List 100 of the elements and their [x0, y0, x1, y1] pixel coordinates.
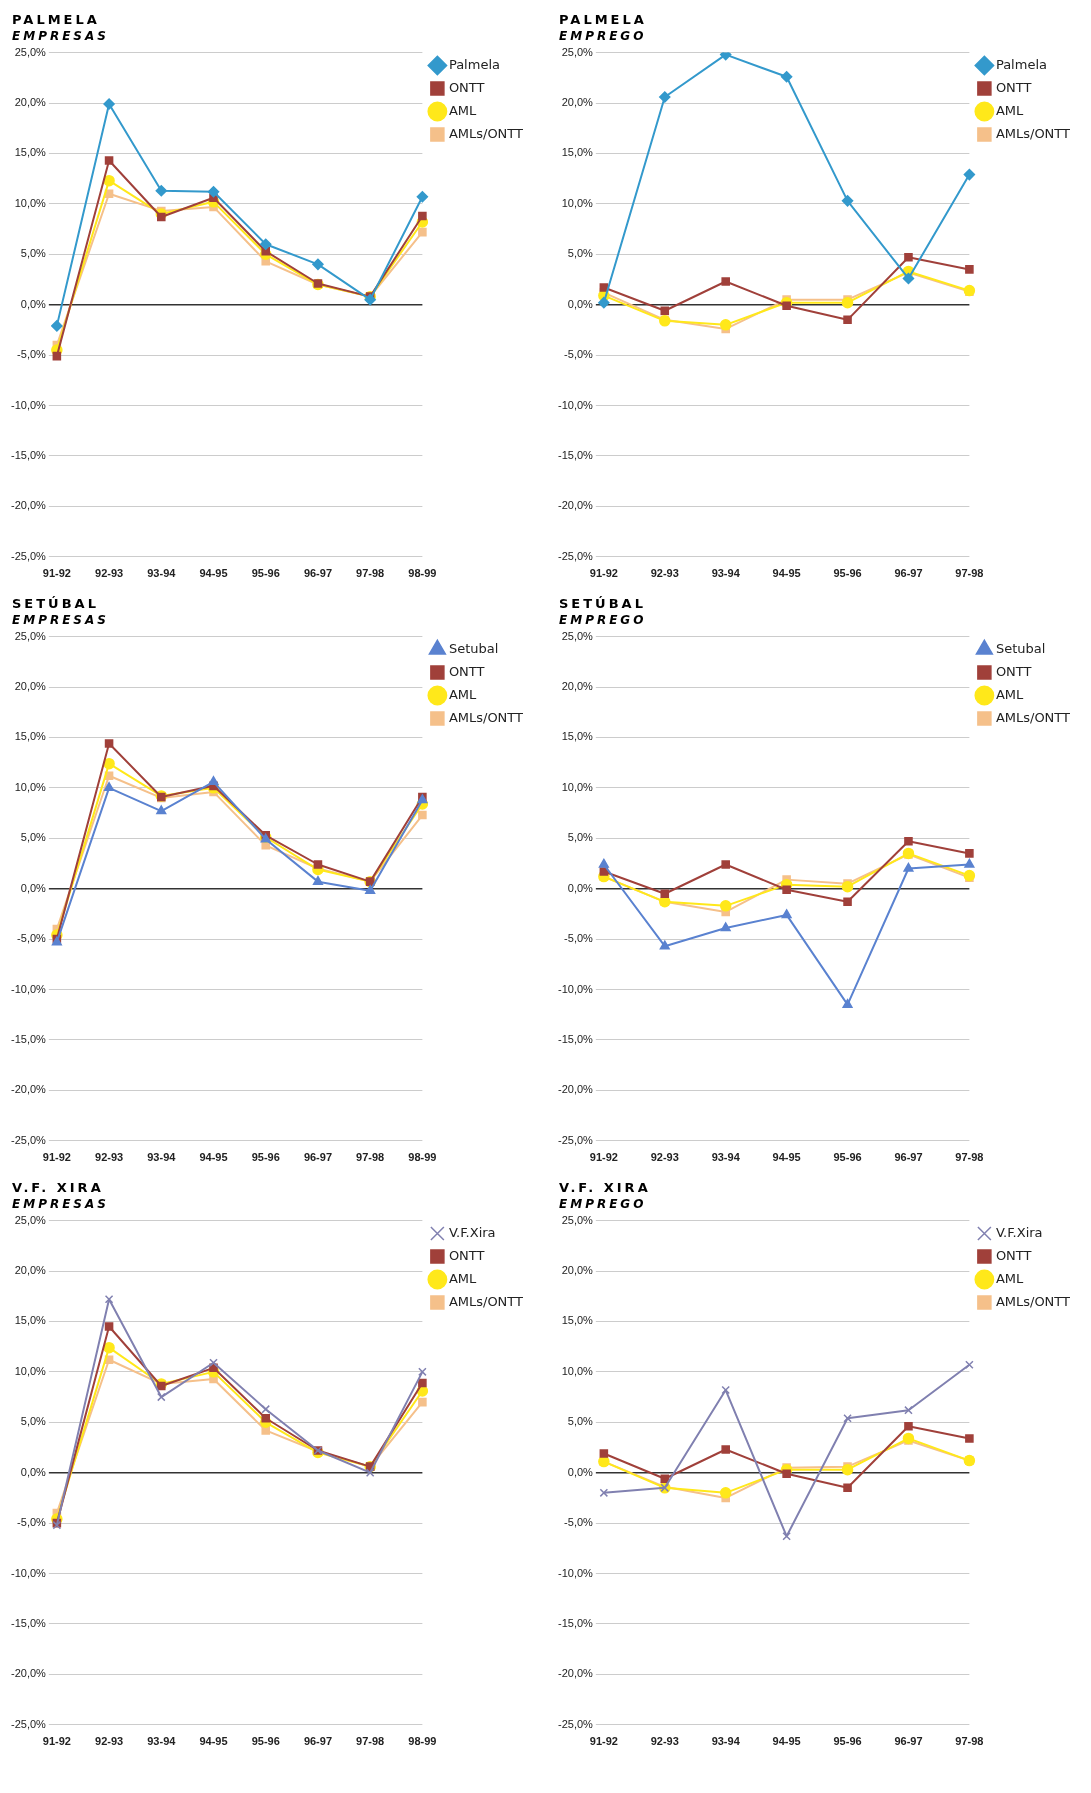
chart-subtitle: EMPRESAS — [12, 1197, 110, 1211]
x-tick-label: 93-94 — [147, 1151, 177, 1164]
y-tick-label: 20,0% — [561, 680, 594, 693]
y-tick-label: -5,0% — [564, 932, 594, 945]
y-tick-label: -15,0% — [557, 1032, 594, 1045]
legend-label: AMLs/ONTT — [995, 709, 1071, 725]
y-tick-label: -15,0% — [10, 448, 47, 461]
x-tick-label: 96-97 — [303, 567, 333, 580]
x-tick-label: 98-99 — [408, 1151, 437, 1164]
x-tick-label: 91-92 — [589, 567, 618, 580]
legend-label: AMLs/ONTT — [995, 125, 1071, 141]
y-tick-label: -5,0% — [17, 348, 47, 361]
y-tick-label: 25,0% — [561, 45, 594, 58]
y-tick-label: 0,0% — [20, 881, 47, 894]
y-tick-label: 25,0% — [14, 629, 47, 642]
y-tick-label: -15,0% — [10, 1032, 47, 1045]
y-tick-label: -20,0% — [557, 499, 594, 512]
chart-subtitle: EMPREGO — [559, 613, 648, 627]
x-tick-label: 97-98 — [356, 1735, 385, 1748]
y-tick-label: 15,0% — [561, 146, 594, 159]
x-tick-label: 96-97 — [894, 567, 923, 580]
chart-title: PALMELA — [12, 12, 101, 27]
legend-label: AML — [448, 102, 477, 118]
y-tick-label: 25,0% — [14, 45, 47, 58]
x-tick-label: 94-95 — [772, 1151, 801, 1164]
y-tick-label: -25,0% — [557, 549, 594, 562]
x-tick-label: 93-94 — [147, 1735, 177, 1748]
y-tick-label: 5,0% — [567, 831, 594, 844]
y-tick-label: -20,0% — [10, 499, 47, 512]
y-tick-label: -15,0% — [557, 448, 594, 461]
y-tick-label: -5,0% — [17, 1516, 47, 1529]
x-tick-label: 92-93 — [95, 567, 124, 580]
x-tick-label: 97-98 — [955, 1735, 984, 1748]
y-tick-label: 5,0% — [567, 1415, 594, 1428]
legend-label: Palmela — [448, 56, 500, 72]
chart-title: V.F. XIRA — [559, 1180, 652, 1195]
legend-label: Setubal — [448, 640, 499, 656]
x-tick-label: 94-95 — [772, 1735, 801, 1748]
legend-label: AML — [995, 686, 1024, 702]
legend-label: ONTT — [995, 663, 1032, 679]
x-tick-label: 93-94 — [711, 1735, 741, 1748]
y-tick-label: 10,0% — [561, 1364, 594, 1377]
y-tick-label: 10,0% — [14, 780, 47, 793]
y-tick-label: -25,0% — [557, 1133, 594, 1146]
y-tick-label: 25,0% — [561, 1213, 594, 1226]
x-tick-label: 92-93 — [95, 1151, 124, 1164]
x-tick-label: 95-96 — [251, 1735, 280, 1748]
x-tick-label: 91-92 — [589, 1151, 618, 1164]
y-tick-label: -25,0% — [10, 549, 47, 562]
x-tick-label: 95-96 — [833, 567, 862, 580]
legend-label: ONTT — [448, 1247, 485, 1263]
y-tick-label: -15,0% — [557, 1616, 594, 1629]
y-tick-label: 15,0% — [561, 1314, 594, 1327]
x-tick-label: 93-94 — [711, 1151, 741, 1164]
y-tick-label: 10,0% — [14, 1364, 47, 1377]
x-tick-label: 96-97 — [303, 1151, 333, 1164]
legend-label: AMLs/ONTT — [448, 125, 524, 141]
legend-label: AML — [448, 1270, 477, 1286]
x-tick-label: 97-98 — [356, 1151, 385, 1164]
y-tick-label: -20,0% — [10, 1083, 47, 1096]
x-tick-label: 97-98 — [955, 1151, 984, 1164]
y-tick-label: -10,0% — [10, 1566, 47, 1579]
y-tick-label: -10,0% — [557, 398, 594, 411]
x-tick-label: 91-92 — [42, 1151, 71, 1164]
y-tick-label: -10,0% — [10, 982, 47, 995]
x-tick-label: 97-98 — [955, 567, 984, 580]
legend-label: AMLs/ONTT — [448, 709, 524, 725]
x-tick-label: 92-93 — [650, 1151, 679, 1164]
y-tick-label: 25,0% — [14, 1213, 47, 1226]
legend-label: AMLs/ONTT — [995, 1293, 1071, 1309]
x-tick-label: 92-93 — [650, 567, 679, 580]
legend-label: V.F.Xira — [995, 1224, 1043, 1240]
chart-title: PALMELA — [559, 12, 648, 27]
legend-label: ONTT — [448, 663, 485, 679]
x-tick-label: 93-94 — [147, 567, 177, 580]
y-tick-label: 0,0% — [20, 1465, 47, 1478]
legend-label: AMLs/ONTT — [448, 1293, 524, 1309]
y-tick-label: 20,0% — [561, 96, 594, 109]
x-tick-label: 96-97 — [894, 1151, 923, 1164]
y-tick-label: -20,0% — [557, 1083, 594, 1096]
y-tick-label: 5,0% — [567, 247, 594, 260]
y-tick-label: 25,0% — [561, 629, 594, 642]
x-tick-label: 91-92 — [589, 1735, 618, 1748]
y-tick-label: 10,0% — [561, 196, 594, 209]
y-tick-label: 5,0% — [20, 831, 47, 844]
y-tick-label: 15,0% — [14, 1314, 47, 1327]
y-tick-label: 0,0% — [20, 297, 47, 310]
y-tick-label: 5,0% — [20, 247, 47, 260]
y-tick-label: -20,0% — [557, 1667, 594, 1680]
chart-subtitle: EMPRESAS — [12, 613, 110, 627]
legend-label: V.F.Xira — [448, 1224, 496, 1240]
x-tick-label: 96-97 — [303, 1735, 333, 1748]
y-tick-label: -20,0% — [10, 1667, 47, 1680]
chart-subtitle: EMPREGO — [559, 1197, 648, 1211]
x-tick-label: 94-95 — [772, 567, 801, 580]
chart-title: V.F. XIRA — [12, 1180, 105, 1195]
x-tick-label: 93-94 — [711, 567, 741, 580]
y-tick-label: 20,0% — [14, 1264, 47, 1277]
y-tick-label: 10,0% — [14, 196, 47, 209]
y-tick-label: 15,0% — [14, 730, 47, 743]
